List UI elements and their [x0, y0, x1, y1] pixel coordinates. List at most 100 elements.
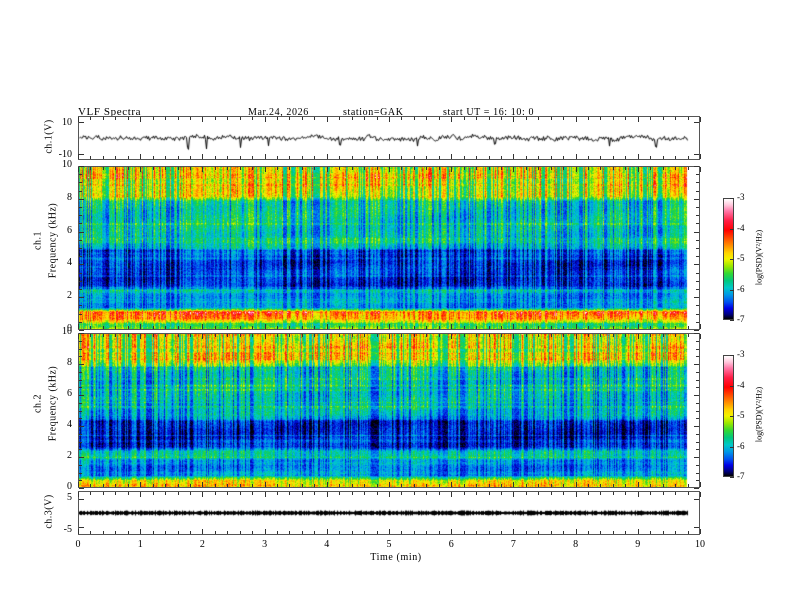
x-tick-p4	[364, 492, 365, 495]
ch3v-ytick-neg5: -5	[63, 524, 72, 535]
y-tick-ch2	[79, 426, 84, 427]
x-tick-p1	[252, 156, 253, 159]
x-tick-p3	[377, 484, 378, 487]
y-tick-ch1	[696, 223, 699, 224]
colorbar-tick-ch2	[730, 386, 734, 387]
x-tick-p3	[153, 334, 154, 337]
y-tick-ch3v	[694, 499, 699, 500]
x-tick-p1	[128, 117, 129, 120]
x-tick-p1	[327, 117, 328, 122]
x-tick-p2	[178, 167, 179, 170]
x-tick-p2	[638, 167, 639, 172]
x-tick-p2	[115, 167, 116, 170]
x-tick-p1	[115, 156, 116, 159]
x-tick-p2	[302, 167, 303, 170]
x-tick-label-10: 10	[695, 539, 705, 550]
x-tick-p3	[289, 334, 290, 337]
x-tick-p1	[588, 156, 589, 159]
x-tick-p2	[625, 167, 626, 170]
y-tick-ch2	[696, 473, 699, 474]
panel-ch2-spectrogram	[78, 333, 700, 488]
y-tick-ch1	[696, 191, 699, 192]
x-tick-p2	[600, 167, 601, 170]
colorbar-tick-label-ch1-5: -5	[737, 253, 745, 263]
x-tick-p1	[576, 154, 577, 159]
x-tick-p1	[140, 117, 141, 122]
x-tick-p4	[252, 531, 253, 534]
x-tick-p1	[202, 117, 203, 122]
x-tick-p1	[464, 156, 465, 159]
y-tick-ch1	[696, 182, 699, 183]
x-tick-p2	[551, 167, 552, 170]
x-tick-p2	[352, 326, 353, 329]
x-tick-p1	[513, 154, 514, 159]
x-tick-p2	[215, 326, 216, 329]
x-tick-p3	[563, 484, 564, 487]
x-tick-p1	[302, 156, 303, 159]
x-tick-p4	[663, 492, 664, 495]
x-tick-p2	[153, 326, 154, 329]
y-tick-ch1	[79, 207, 82, 208]
x-tick-p1	[489, 156, 490, 159]
y-tick-ch2	[79, 364, 84, 365]
x-axis-label: Time (min)	[370, 552, 422, 563]
x-tick-p4	[302, 492, 303, 495]
x-tick-p2	[215, 167, 216, 170]
x-tick-p2	[165, 326, 166, 329]
x-tick-p1	[240, 156, 241, 159]
x-tick-p1	[389, 117, 390, 122]
y-tick-ch2	[694, 333, 699, 334]
x-tick-p2	[90, 326, 91, 329]
x-tick-p3	[364, 484, 365, 487]
x-tick-p1	[538, 117, 539, 120]
colorbar-tick-ch1	[730, 198, 734, 199]
x-tick-label-3: 3	[262, 539, 268, 550]
x-tick-p1	[227, 156, 228, 159]
x-tick-p1	[153, 156, 154, 159]
x-tick-p3	[277, 334, 278, 337]
x-tick-p4	[476, 531, 477, 534]
x-tick-p2	[513, 167, 514, 172]
x-tick-p4	[476, 492, 477, 495]
y-tick-ch1	[79, 191, 82, 192]
x-tick-p1	[277, 117, 278, 120]
x-tick-p1	[153, 117, 154, 120]
colorbar-ch1-title: log(PSD)(V²/Hz)	[754, 229, 764, 286]
x-tick-p3	[401, 484, 402, 487]
x-tick-p3	[576, 482, 577, 487]
x-tick-p1	[439, 156, 440, 159]
x-tick-p4	[178, 492, 179, 495]
x-tick-p2	[451, 167, 452, 172]
x-tick-p2	[252, 326, 253, 329]
x-tick-p4	[501, 492, 502, 495]
x-tick-p4	[103, 492, 104, 495]
x-tick-p1	[302, 117, 303, 120]
x-tick-p2	[464, 326, 465, 329]
x-tick-p1	[178, 117, 179, 120]
x-tick-p2	[426, 326, 427, 329]
colorbar-tick-ch2	[730, 477, 734, 478]
x-tick-p1	[90, 156, 91, 159]
y-tick-ch2	[79, 387, 82, 388]
ch1v-ytick-neg10: -10	[58, 149, 72, 160]
y-tick-ch2	[696, 434, 699, 435]
x-tick-p2	[103, 326, 104, 329]
x-tick-p4	[265, 529, 266, 534]
x-tick-p2	[650, 326, 651, 329]
x-tick-p4	[128, 531, 129, 534]
x-tick-p4	[364, 531, 365, 534]
x-tick-p4	[265, 492, 266, 497]
y-tick-ch1	[696, 240, 699, 241]
x-tick-p4	[513, 492, 514, 497]
x-tick-p4	[625, 531, 626, 534]
y-tick-ch1	[79, 199, 84, 200]
x-tick-p2	[501, 326, 502, 329]
x-tick-p2	[414, 167, 415, 170]
x-tick-p3	[600, 334, 601, 337]
x-tick-p3	[364, 334, 365, 337]
x-tick-p4	[538, 531, 539, 534]
x-tick-p3	[202, 334, 203, 339]
y-tick-ch1v	[79, 154, 84, 155]
x-tick-p4	[489, 492, 490, 495]
x-tick-p2	[289, 326, 290, 329]
